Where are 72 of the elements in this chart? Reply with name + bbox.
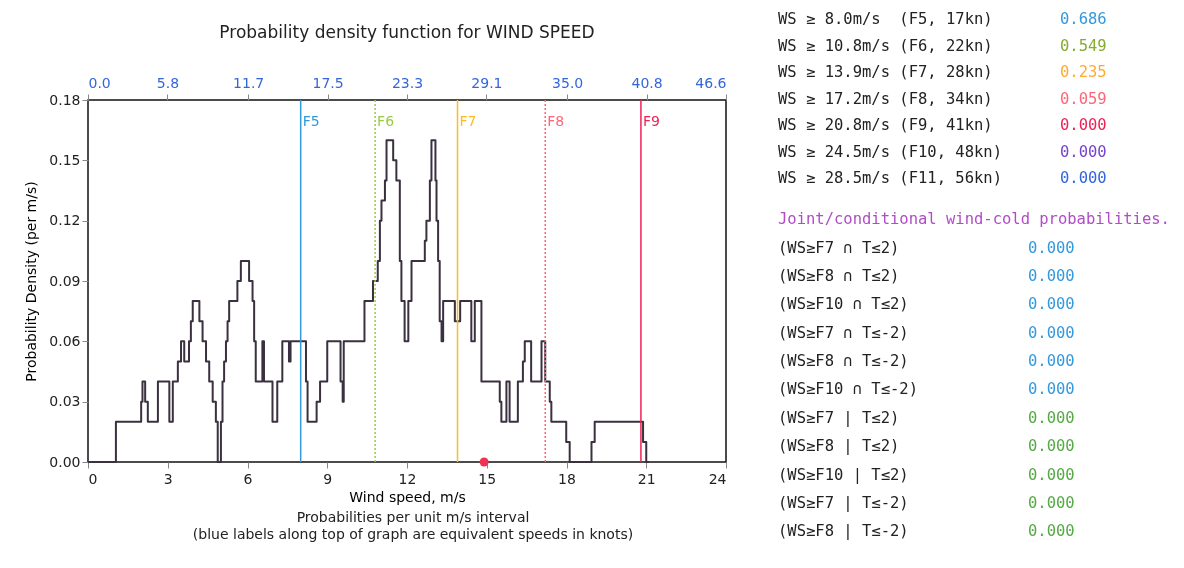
x2-tick-label: 35.0 (552, 74, 584, 91)
x-tick-label: 21 (637, 470, 656, 487)
text: 0.000 (1028, 322, 1075, 344)
y-tick-label: 0.09 (49, 272, 81, 289)
ref-line-label: F7 (459, 113, 477, 129)
text: 0.000 (1028, 436, 1075, 458)
text: (blue labels along top of graph are equivalent speeds in knots) (191, 526, 635, 543)
text: 0.000 (1028, 265, 1075, 287)
chart-title: Probability density function for WIND SPEED (219, 22, 595, 42)
text: 0.000 (1060, 168, 1107, 189)
text: 0.686 (1060, 9, 1107, 30)
x-tick-label: 12 (398, 470, 417, 487)
text: WS ≥ 8.0m/s (F5, 17kn) (778, 9, 994, 30)
y-tick-label: 0.15 (49, 151, 81, 168)
text: (WS≥F8 | T≤-2) (778, 521, 910, 543)
x2-tick-label: 0.0 (88, 74, 111, 91)
x-tick-label: 15 (478, 470, 497, 487)
text: (WS≥F8 | T≤2) (778, 436, 901, 458)
text: 0.059 (1060, 88, 1107, 110)
text: 0.000 (1028, 351, 1075, 373)
text: WS ≥ 24.5m/s (F10, 48kn) (778, 141, 1003, 163)
text: (WS≥F7 ∩ T≤2) (778, 237, 901, 259)
x2-tick-label: 40.8 (631, 74, 663, 91)
x2-tick-label: 5.8 (156, 74, 180, 91)
text: 0.000 (1028, 379, 1075, 401)
text: (WS≥F10 ∩ T≤-2) (778, 379, 919, 401)
y-tick-label: 0.03 (49, 393, 81, 410)
x2-tick-label: 29.1 (471, 74, 503, 91)
y-tick-label: 0.18 (49, 91, 81, 108)
y-axis-title: Probability Density (per m/s) (23, 181, 40, 382)
x-axis-title: Wind speed, m/s (349, 488, 466, 505)
y-tick-label: 0.06 (49, 332, 81, 349)
text: WS ≥ 20.8m/s (F9, 41kn) (778, 115, 994, 136)
x-tick-label: 18 (558, 470, 576, 487)
x2-tick-label: 11.7 (233, 74, 265, 91)
text: 0.000 (1028, 237, 1075, 259)
text: WS ≥ 13.9m/s (F7, 28kn) (778, 62, 994, 83)
x-tick-label: 3 (163, 470, 173, 487)
text: 0.000 (1028, 464, 1075, 486)
text: WS ≥ 10.8m/s (F6, 22kn) (778, 35, 994, 57)
x2-tick-label: 17.5 (312, 74, 344, 91)
text: 0.000 (1028, 407, 1075, 429)
ref-line-label: F9 (642, 113, 660, 129)
text: Joint/conditional wind-cold probabilities. (778, 208, 1170, 230)
x-tick-label: 9 (323, 470, 333, 487)
x2-tick-label: 46.6 (695, 74, 727, 91)
text: (WS≥F10 ∩ T≤2) (778, 294, 910, 316)
x2-tick-label: 23.3 (391, 74, 424, 91)
text: (WS≥F7 ∩ T≤-2) (778, 322, 910, 344)
text: (WS≥F8 ∩ T≤-2) (778, 351, 910, 373)
ref-line-label: F6 (377, 113, 395, 129)
text: 0.235 (1060, 62, 1107, 83)
x-tick-label: 24 (708, 470, 727, 487)
text: 0.000 (1060, 141, 1107, 163)
text: WS ≥ 17.2m/s (F8, 34kn) (778, 88, 994, 110)
text: 0.000 (1028, 294, 1075, 316)
y-tick-label: 0.00 (49, 453, 81, 470)
y-tick-label: 0.12 (49, 212, 81, 229)
text: 0.000 (1060, 115, 1107, 136)
text: 0.549 (1060, 35, 1107, 57)
text: (WS≥F8 ∩ T≤2) (778, 265, 901, 287)
ref-line-label: F8 (547, 113, 565, 129)
text: (WS≥F7 | T≤2) (778, 407, 901, 429)
text: Probabilities per unit m/s interval (295, 509, 531, 526)
text: 0.000 (1028, 521, 1075, 543)
text: WS ≥ 28.5m/s (F11, 56kn) (778, 168, 1003, 189)
text: (WS≥F10 | T≤2) (778, 464, 910, 486)
text: 0.000 (1028, 493, 1075, 514)
ref-line-label: F5 (302, 113, 320, 129)
x-tick-label: 6 (243, 470, 253, 487)
text: (WS≥F7 | T≤-2) (778, 493, 910, 514)
x-tick-label: 0 (88, 470, 98, 487)
